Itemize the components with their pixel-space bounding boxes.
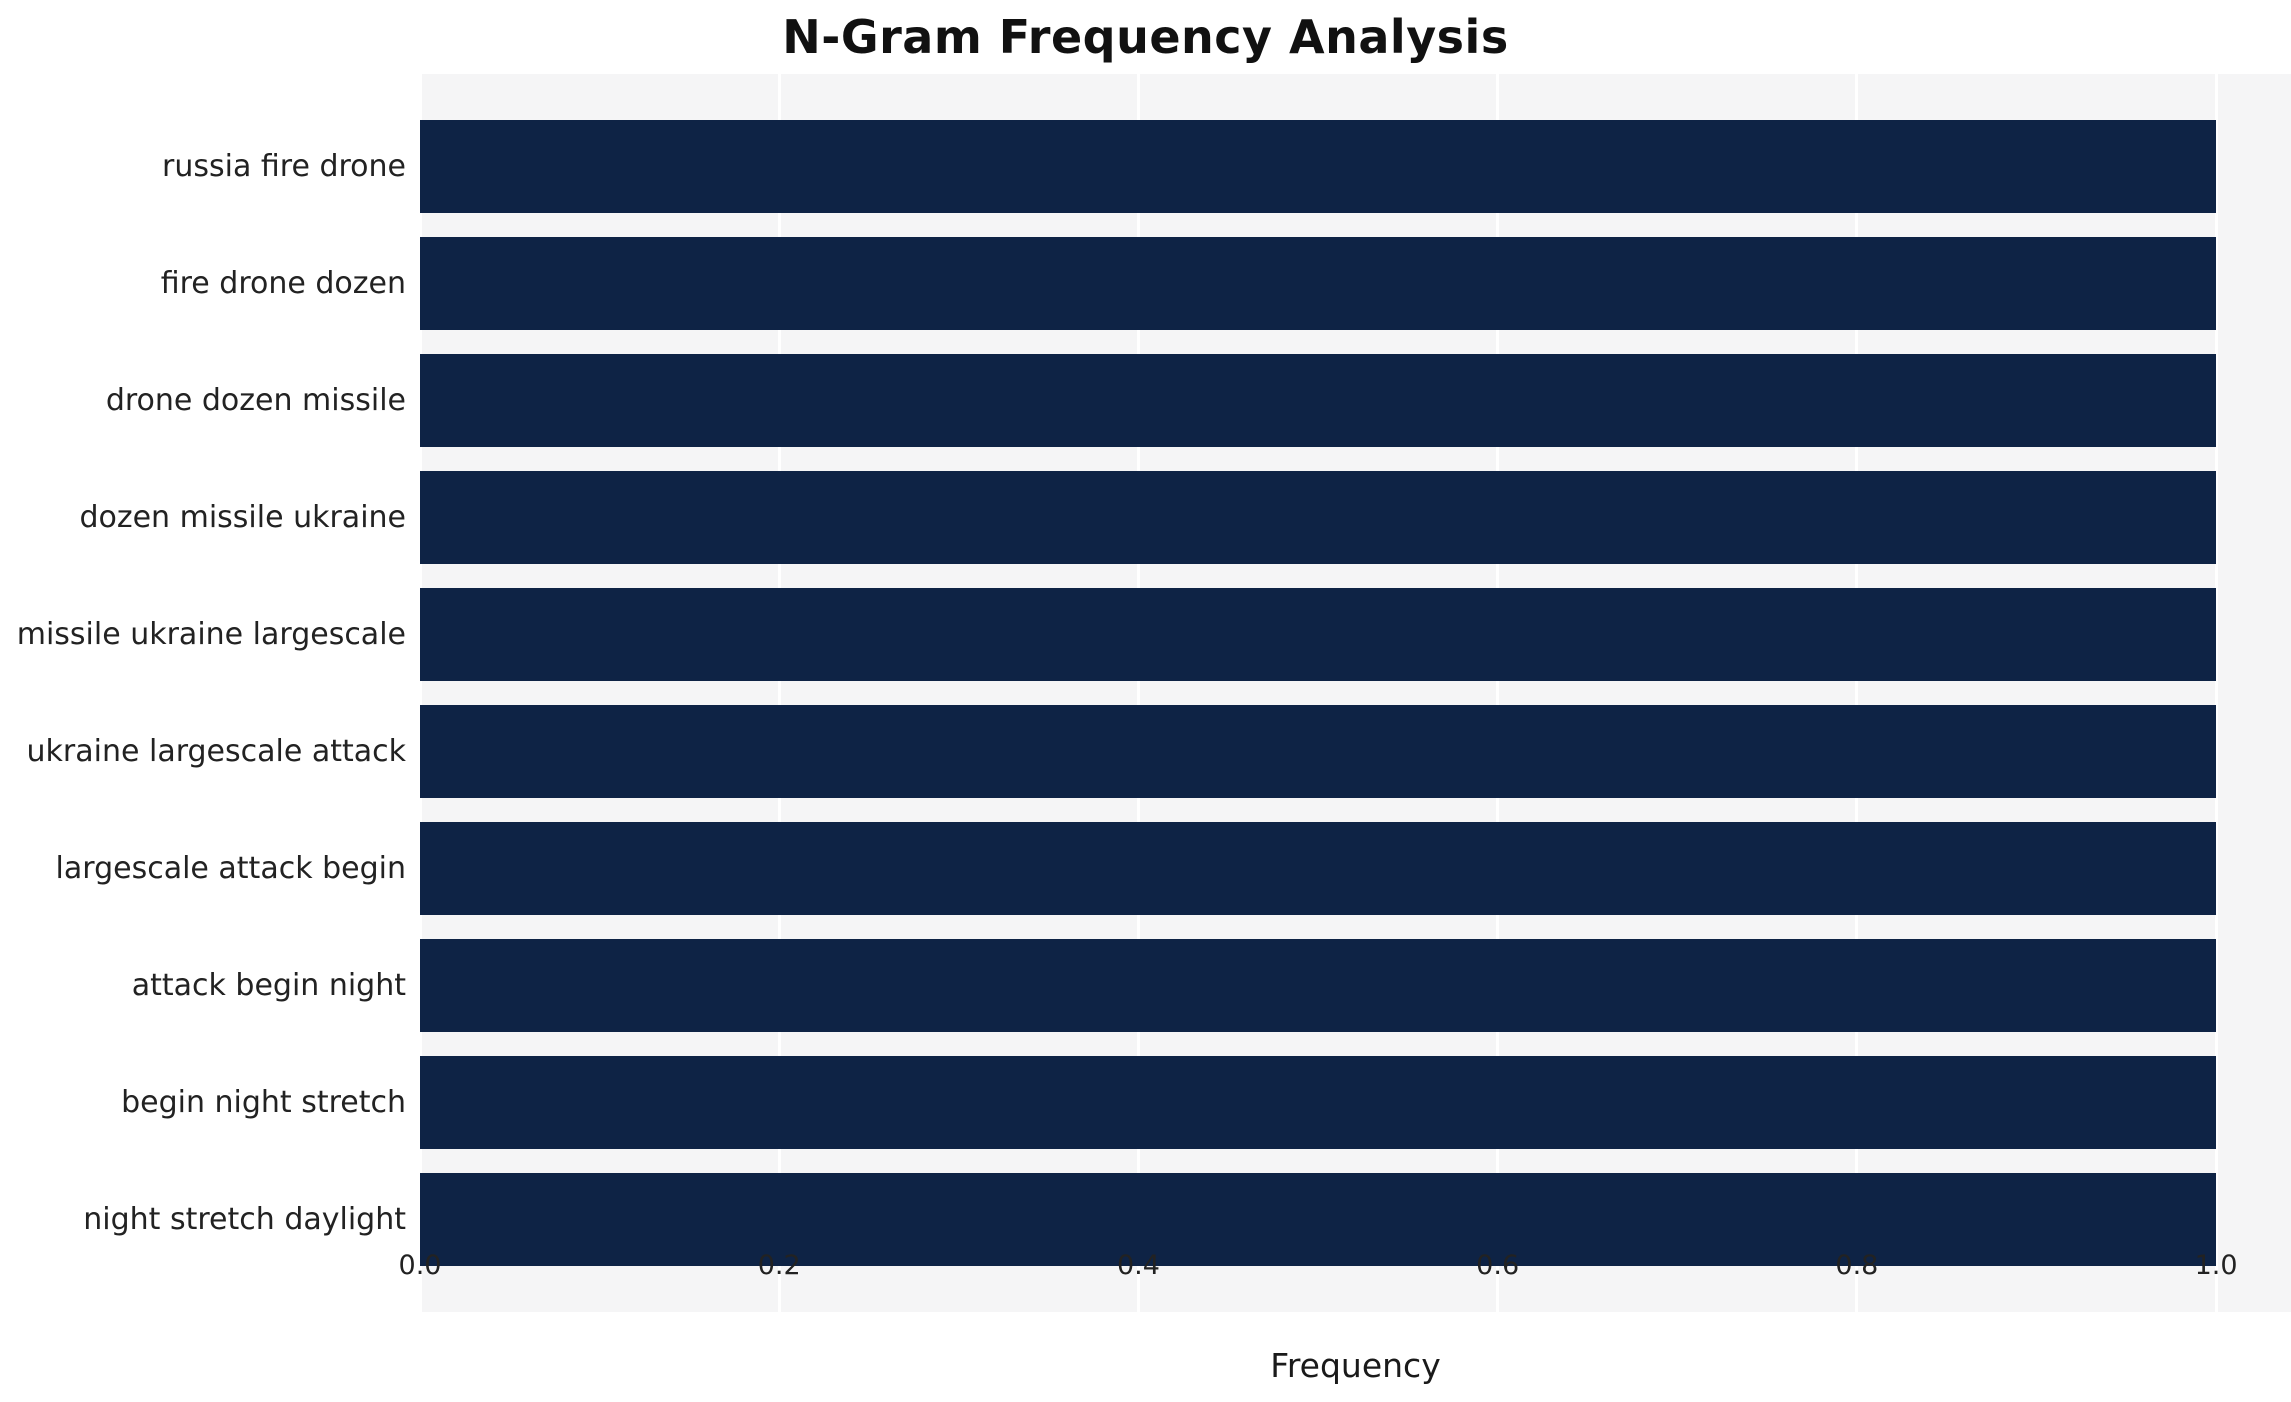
y-tick-label: missile ukraine largescale [16, 617, 406, 652]
y-tick-label: drone dozen missile [105, 383, 406, 418]
bar [420, 236, 2217, 331]
bar-row [420, 810, 2291, 927]
bar [420, 119, 2217, 214]
bar [420, 821, 2217, 916]
bar [420, 938, 2217, 1033]
bar [420, 1172, 2217, 1267]
y-tick-label: night stretch daylight [83, 1202, 406, 1237]
bar-row [420, 459, 2291, 576]
gridline [1496, 74, 1500, 1312]
bar-row [420, 576, 2291, 693]
bar [420, 470, 2217, 565]
plot-area [420, 74, 2291, 1312]
bar-row [420, 927, 2291, 1044]
bar-row [420, 693, 2291, 810]
bar-row [420, 108, 2291, 225]
x-tick-label: 0.8 [1835, 1250, 1879, 1281]
plot-wrap [420, 74, 2291, 1312]
y-tick-label: begin night stretch [121, 1085, 406, 1120]
bar-rows [420, 74, 2291, 1312]
x-axis-label: Frequency [1270, 1346, 1441, 1385]
bar-row [420, 225, 2291, 342]
gridline [2214, 74, 2218, 1312]
x-tick-label: 0.0 [398, 1250, 442, 1281]
y-tick-label: dozen missile ukraine [79, 500, 406, 535]
bar [420, 353, 2217, 448]
gridline [777, 74, 781, 1312]
y-tick-label: ukraine largescale attack [26, 734, 406, 769]
bar [420, 704, 2217, 799]
bar-row [420, 342, 2291, 459]
y-tick-label: attack begin night [131, 968, 406, 1003]
gridline [1855, 74, 1859, 1312]
y-axis: russia fire drone fire drone dozen drone d… [0, 74, 420, 1312]
x-tick-label: 0.4 [1116, 1250, 1160, 1281]
x-tick-label: 0.6 [1476, 1250, 1520, 1281]
chart-title: N-Gram Frequency Analysis [782, 10, 1509, 64]
y-tick-label: russia fire drone [162, 149, 406, 184]
bar-row [420, 1044, 2291, 1161]
x-tick-label: 1.0 [2194, 1250, 2238, 1281]
y-tick-label: fire drone dozen [160, 266, 406, 301]
bar [420, 1055, 2217, 1150]
gridline [420, 74, 422, 1312]
gridline [1136, 74, 1140, 1312]
x-axis: 0.0 0.2 0.4 0.6 0.8 1.0 [399, 1238, 2291, 1282]
chart-body: russia fire drone fire drone dozen drone d… [0, 74, 2291, 1312]
x-tick-label: 0.2 [757, 1250, 801, 1281]
y-tick-label: largescale attack begin [55, 851, 406, 886]
bar [420, 587, 2217, 682]
bar-row [420, 1161, 2291, 1278]
